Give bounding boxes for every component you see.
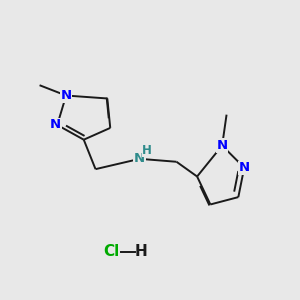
Text: N: N [50,118,61,131]
Text: N: N [239,161,250,174]
Text: Cl: Cl [103,244,120,259]
Text: N: N [134,152,145,165]
Text: N: N [217,139,228,152]
Text: H: H [135,244,148,259]
Text: H: H [142,144,152,157]
Text: N: N [61,89,72,102]
